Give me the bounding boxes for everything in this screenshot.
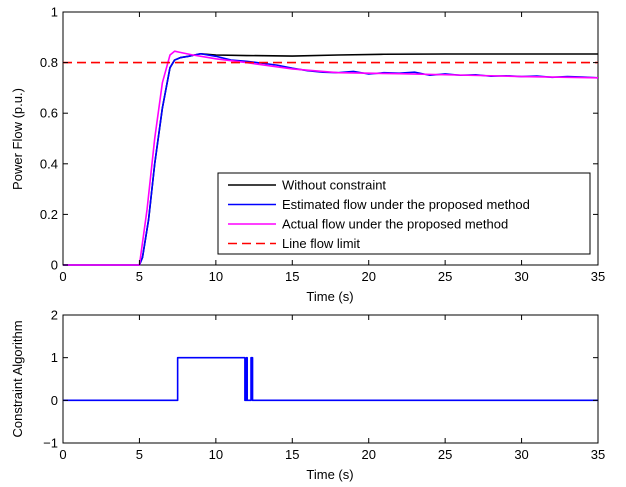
constraint-y-tick-label: 0 [51,393,58,408]
constraint-axes-box [62,314,599,444]
constraint-series-group [63,356,598,402]
constraint-x-tick-label: 35 [591,447,605,462]
constraint-x-tick-label: 10 [209,447,223,462]
series-line-actual-flow-under-the-proposed-method [63,50,599,266]
constraint-x-label: Time (s) [306,467,353,482]
power-flow-x-label: Time (s) [306,289,353,304]
constraint-x-ticks: 0 5 10 15 20 25 30 35 [59,315,605,462]
legend: Without constraint Estimated flow under t… [217,172,591,255]
constraint-x-tick-label: 30 [514,447,528,462]
constraint-x-tick-label: 25 [438,447,452,462]
power-flow-x-tick-label: 0 [59,269,66,284]
power-flow-series-group [63,50,599,266]
power-flow-x-tick-label: 25 [438,269,452,284]
power-flow-y-tick-label: 0.2 [40,207,58,222]
power-flow-x-tick-label: 30 [514,269,528,284]
constraint-y-tick-label: −1 [43,436,58,451]
power-flow-x-tick-label: 15 [285,269,299,284]
legend-label: Line flow limit [282,236,360,251]
constraint-x-tick-label: 0 [59,447,66,462]
constraint-x-tick-label: 20 [361,447,375,462]
power-flow-y-ticks: 0 0.2 0.4 0.6 0.8 1 [40,5,598,273]
legend-label: Without constraint [282,178,386,193]
legend-label: Estimated flow under the proposed method [282,197,530,212]
constraint-x-tick-label: 5 [136,447,143,462]
series-line-constraint-signal [63,356,598,402]
power-flow-x-tick-label: 20 [361,269,375,284]
power-flow-x-tick-label: 5 [136,269,143,284]
power-flow-y-tick-label: 0 [51,258,58,273]
power-flow-y-tick-label: 1 [51,5,58,20]
legend-label: Actual flow under the proposed method [282,217,508,232]
power-flow-x-tick-label: 35 [591,269,605,284]
power-flow-plot: 0 5 10 15 20 25 30 35 0 0.2 0.4 0.6 0.8 1 Time (s) P… [10,5,605,305]
power-flow-y-label: Power Flow (p.u.) [10,88,25,190]
power-flow-y-tick-label: 0.4 [40,156,58,171]
power-flow-x-tick-label: 10 [209,269,223,284]
constraint-y-ticks: −1 0 1 2 [43,308,598,451]
power-flow-y-tick-label: 0.6 [40,106,58,121]
constraint-y-label: Constraint Algorithm [10,320,25,437]
constraint-y-tick-label: 1 [51,350,58,365]
power-flow-y-tick-label: 0.8 [40,55,58,70]
power-flow-x-ticks: 0 5 10 15 20 25 30 35 [59,12,605,284]
constraint-y-tick-label: 2 [51,308,58,323]
legend-box [217,172,591,255]
constraint-x-tick-label: 15 [285,447,299,462]
